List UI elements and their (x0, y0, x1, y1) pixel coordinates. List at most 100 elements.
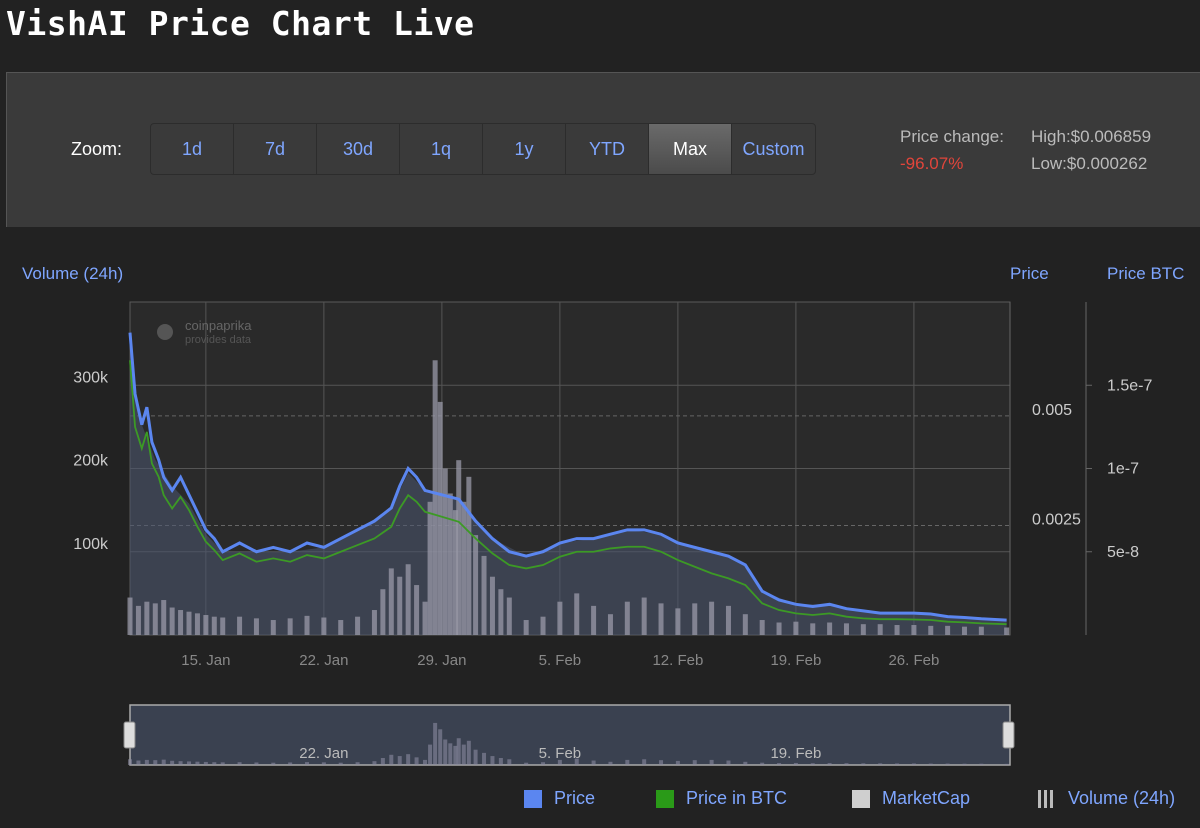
navigator-volume-bar (962, 763, 967, 765)
watermark-brand: coinpaprika (185, 318, 252, 333)
volume-bar (793, 621, 799, 635)
navigator-volume-bar (187, 761, 192, 765)
legend-price-btc[interactable]: Price in BTC (656, 788, 787, 809)
navigator-volume-bar (338, 762, 343, 765)
zoom-max-button[interactable]: Max (649, 124, 732, 174)
navigator-volume-bar (844, 763, 849, 765)
navigator-volume-bar (675, 760, 680, 765)
volume-bar (675, 608, 681, 635)
navigator-volume-bar (541, 762, 546, 765)
volume-bar (414, 585, 420, 635)
marketcap-area (130, 332, 1007, 635)
volume-bar (911, 625, 917, 635)
btc-tick-label: 1e-7 (1107, 461, 1139, 478)
volume-bar (380, 589, 386, 635)
volume-axis-title: Volume (24h) (22, 264, 123, 283)
zoom-30d-button[interactable]: 30d (317, 124, 400, 174)
zoom-custom-button[interactable]: Custom (742, 139, 805, 159)
volume-bar (498, 589, 504, 635)
navigator-volume-bar (473, 749, 478, 765)
navigator-volume-bar (397, 756, 402, 765)
navigator-volume-bar (827, 763, 832, 765)
volume-bar (928, 625, 934, 635)
navigator-volume-bar (490, 756, 495, 765)
navigator-volume-bar (380, 757, 385, 765)
controls-panel: Zoom: 1d 7d 30d 1q 1y YTD Max Custom Pri… (6, 72, 1200, 227)
price-change-label: Price change: (900, 127, 1004, 146)
volume-bar (574, 593, 580, 635)
navigator-volume-bar (1004, 763, 1009, 765)
navigator-volume-bar (144, 759, 149, 765)
navigator-volume-bar (448, 743, 453, 765)
navigator-volume-bar (878, 763, 883, 765)
navigator-volume-bar (254, 762, 259, 765)
volume-bar (127, 597, 133, 635)
coinpaprika-logo-icon (157, 324, 173, 340)
x-tick-label: 22. Jan (299, 652, 348, 669)
x-tick-label: 26. Feb (888, 652, 939, 669)
volume-bar (641, 597, 647, 635)
navigator-volume-bar (928, 763, 933, 765)
navigator-volume-bar (128, 759, 132, 765)
x-tick-label: 12. Feb (652, 652, 703, 669)
volume-bar (355, 616, 361, 635)
volume-bar (961, 626, 967, 635)
zoom-ytd-button[interactable]: YTD (566, 124, 649, 174)
navigator-volume-bar (895, 763, 900, 765)
navigator-left-handle[interactable] (123, 721, 136, 749)
legend-marketcap[interactable]: MarketCap (852, 788, 970, 809)
volume-bar (540, 616, 546, 635)
volume-bar (447, 493, 453, 635)
navigator-volume-bar (161, 759, 166, 765)
legend-volume[interactable]: Volume (24h) (1038, 788, 1175, 809)
volume-bar (456, 460, 462, 635)
navigator (129, 704, 1011, 766)
volume-bar (194, 613, 200, 635)
price-change-value: -96.07% (900, 154, 964, 173)
price-chart[interactable]: 15. Jan 22. Jan 29. Jan 5. Feb 12. Feb 19. Fe… (0, 230, 1200, 823)
volume-bar (489, 576, 495, 635)
navigator-volume-bar (726, 760, 731, 765)
navigator-volume-bar (507, 759, 512, 765)
volume-bar (481, 555, 487, 635)
zoom-7d-button[interactable]: 7d (234, 124, 317, 174)
volume-bar (591, 605, 597, 635)
navigator-tick-label: 5. Feb (539, 745, 582, 762)
volume-bar (776, 622, 782, 635)
volume-bar (186, 611, 192, 635)
navigator-volume-bar (793, 762, 798, 765)
btc-tick-label: 1.5e-7 (1107, 377, 1152, 394)
volume-bar (432, 360, 438, 635)
volume-bar (725, 605, 731, 635)
navigator-volume-bar (428, 744, 433, 765)
volume-bar (523, 620, 529, 635)
navigator-volume-bar (625, 759, 630, 765)
navigator-volume-bar (203, 761, 208, 765)
navigator-volume-bar (524, 762, 529, 765)
price-line (128, 332, 1007, 622)
volume-bar (557, 601, 563, 635)
volume-bar (152, 603, 158, 635)
navigator-volume-bar (456, 738, 461, 765)
volume-bar (304, 615, 310, 635)
zoom-1q-button[interactable]: 1q (400, 124, 483, 174)
chart-area: 15. Jan 22. Jan 29. Jan 5. Feb 12. Feb 19. Fe… (0, 230, 1200, 823)
navigator-volume-bar (692, 760, 697, 765)
zoom-1d-button[interactable]: 1d (151, 124, 234, 174)
legend-price[interactable]: Price (524, 788, 595, 809)
volume-bar (203, 615, 209, 635)
price-btc-line (129, 360, 1007, 626)
navigator-volume-bar (178, 761, 183, 765)
navigator-volume-bar (466, 740, 471, 765)
volume-bar (405, 564, 411, 635)
volume-bar (709, 601, 715, 635)
volume-bar (397, 576, 403, 635)
navigator-right-handle[interactable] (1002, 721, 1015, 749)
volume-bar (1004, 627, 1010, 635)
navigator-volume-bar (861, 763, 866, 765)
zoom-1y-button[interactable]: 1y (483, 124, 566, 174)
volume-bar (287, 618, 293, 635)
volume-bar (178, 610, 184, 635)
navigator-volume-bar (743, 761, 748, 765)
navigator-volume-bar (453, 745, 458, 765)
